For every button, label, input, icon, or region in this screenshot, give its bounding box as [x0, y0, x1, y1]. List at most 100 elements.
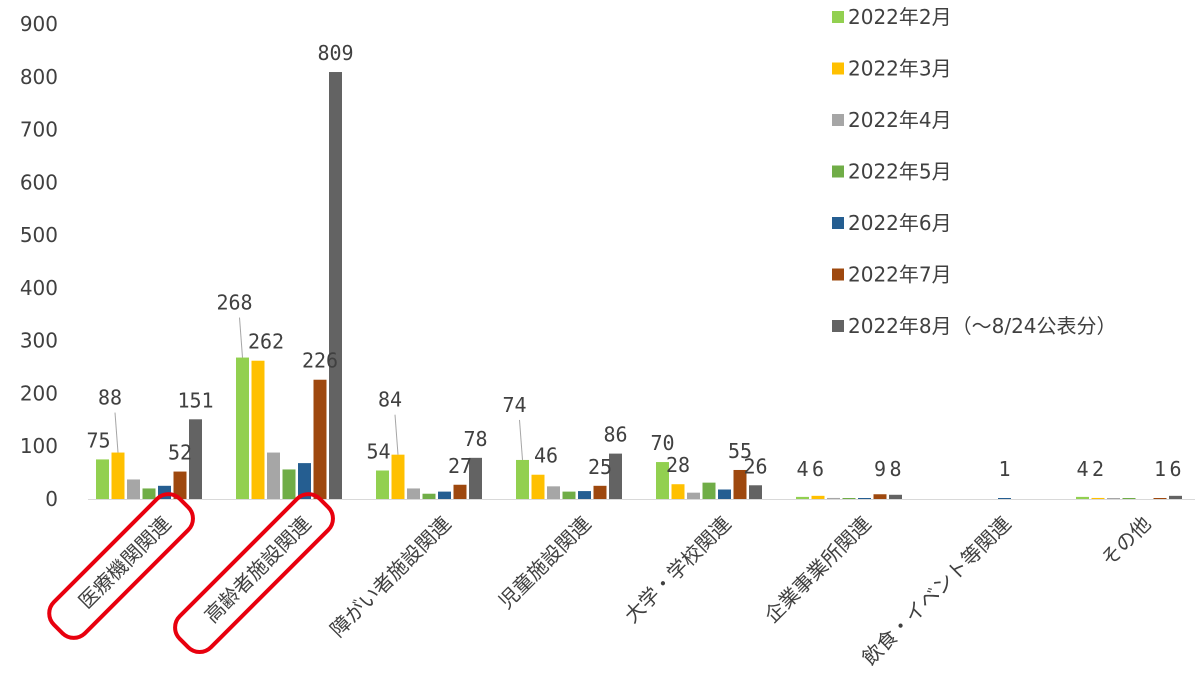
bar [733, 469, 747, 499]
data-label: 46 [534, 444, 558, 468]
bar [547, 486, 560, 499]
bar [858, 498, 871, 499]
legend-swatch [832, 268, 844, 281]
leader-line [114, 412, 119, 453]
y-tick-label: 400 [20, 276, 58, 300]
y-tick-label: 500 [20, 223, 58, 247]
bar [422, 493, 436, 499]
data-label: 84 [378, 388, 402, 412]
legend: 2022年2月 2022年3月 2022年4月 2022年5月 2022年6月 2022年… [832, 5, 1117, 338]
bar [811, 495, 825, 499]
legend-label: 2022年6月 [848, 211, 952, 235]
data-label: 9 [874, 457, 886, 481]
bar [329, 72, 342, 500]
data-label: 6 [812, 457, 824, 481]
data-label: 1 [998, 457, 1010, 481]
legend-swatch [832, 217, 844, 229]
bar [827, 497, 840, 499]
bars [96, 72, 1182, 500]
bar [469, 457, 482, 499]
category-label: 児童施設関連 [494, 512, 596, 614]
data-label: 70 [650, 431, 674, 455]
data-label: 8 [889, 457, 901, 481]
data-label: 74 [502, 393, 526, 417]
data-label: 28 [666, 453, 690, 477]
bar [889, 494, 902, 499]
data-label: 6 [1169, 457, 1181, 481]
bar [453, 484, 467, 499]
bar [173, 471, 187, 499]
category-label: 飲食・イベント等関連 [857, 512, 1015, 670]
legend-label: 2022年5月 [848, 160, 952, 184]
bar [842, 498, 856, 499]
category-label: 企業事業所関連 [760, 512, 876, 628]
data-label: 88 [98, 386, 122, 410]
bar [671, 484, 685, 499]
data-label: 75 [86, 428, 110, 452]
bar [593, 485, 607, 499]
data-label: 26 [743, 454, 767, 478]
bar [127, 479, 140, 499]
data-label: 1 [1154, 457, 1166, 481]
bar [998, 498, 1011, 499]
bar [1107, 498, 1120, 499]
bar [516, 459, 529, 499]
data-label: 809 [317, 41, 353, 65]
y-tick-label: 600 [20, 170, 58, 194]
y-tick-label: 200 [20, 381, 58, 405]
leader-lines [114, 317, 523, 460]
legend-label: 2022年3月 [848, 57, 952, 81]
bar [391, 454, 405, 499]
bar [609, 453, 622, 499]
bar [236, 357, 249, 499]
legend-label: 2022年4月 [848, 108, 952, 132]
data-label: 52 [168, 441, 192, 465]
highlight-box [173, 492, 335, 655]
y-tick-label: 300 [20, 329, 58, 353]
y-tick-label: 0 [45, 487, 58, 511]
bar [1153, 498, 1167, 499]
bar [142, 488, 156, 499]
x-axis-category-labels: 医療機関関連 高齢者施設関連 障がい者施設関連 児童施設関連 大学・学校関連 企業事業所関… [74, 512, 1156, 670]
category-label: 大学・学校関連 [620, 512, 736, 628]
data-label: 78 [463, 427, 487, 451]
bar [282, 469, 296, 499]
legend-swatch [832, 320, 844, 332]
data-label: 4 [796, 457, 808, 481]
data-label: 86 [603, 423, 627, 447]
bar [687, 492, 700, 499]
bar [718, 489, 731, 499]
data-label: 262 [248, 330, 284, 354]
bar [1122, 498, 1136, 499]
bar [267, 452, 280, 499]
data-label: 268 [216, 291, 252, 315]
y-tick-label: 800 [20, 65, 58, 89]
bar [376, 470, 389, 499]
bar [562, 491, 576, 499]
bar [96, 459, 109, 499]
highlight-box [47, 492, 195, 640]
leader-line [394, 414, 399, 455]
legend-swatch [832, 11, 844, 23]
data-label: 2 [1092, 457, 1104, 481]
legend-swatch [832, 165, 844, 178]
bar [438, 491, 451, 499]
bar [578, 491, 591, 499]
bar [407, 488, 420, 499]
legend-label: 2022年8月（～8/24公表分） [848, 314, 1117, 338]
legend-swatch [832, 62, 844, 75]
legend-label: 2022年2月 [848, 5, 952, 29]
bar [1076, 496, 1089, 499]
data-label: 25 [588, 455, 612, 479]
y-tick-label: 700 [20, 118, 58, 142]
bar [1169, 495, 1182, 499]
bar [189, 419, 202, 499]
category-label: その他 [1096, 512, 1155, 571]
data-label: 54 [366, 440, 390, 464]
leader-line [519, 419, 523, 460]
bar [796, 496, 809, 499]
category-label: 障がい者施設関連 [325, 512, 455, 642]
bar [656, 462, 669, 499]
data-label: 27 [448, 454, 472, 478]
